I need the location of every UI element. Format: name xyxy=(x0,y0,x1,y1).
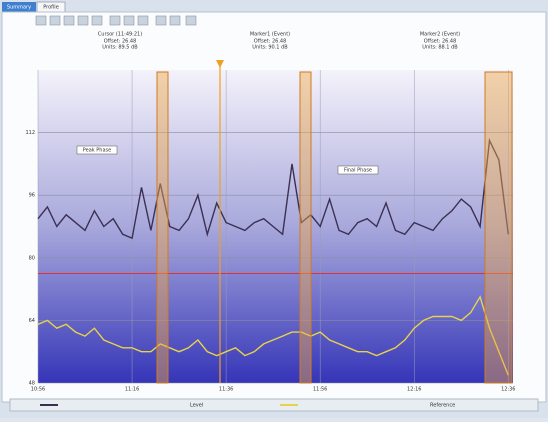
tool-button[interactable] xyxy=(49,15,61,26)
plot-area xyxy=(38,70,513,383)
annotation-box xyxy=(76,145,118,155)
header-line: Units: 90.1 dB xyxy=(252,45,288,51)
tool-button[interactable] xyxy=(77,15,89,26)
plot xyxy=(37,70,513,384)
header-line: Offset: 26.48 xyxy=(424,39,457,45)
series-line xyxy=(37,295,509,376)
x-tick-label: 12:16 xyxy=(407,387,421,393)
x-tick-label: 11:36 xyxy=(219,387,233,393)
tool-button[interactable] xyxy=(109,15,121,26)
tool-button[interactable] xyxy=(185,15,197,26)
annotation: Final Phase xyxy=(344,168,372,174)
toolbar xyxy=(35,15,197,26)
x-tick-label: 12:36 xyxy=(501,387,515,393)
tab-label[interactable]: Summary xyxy=(7,5,31,11)
header-line: Offset: 26.48 xyxy=(104,39,137,45)
header-title: Marker1 (Event) xyxy=(250,32,290,38)
tool-button[interactable] xyxy=(137,15,149,26)
header-line: Units: 89.5 dB xyxy=(102,45,138,51)
cursor-handle[interactable] xyxy=(216,60,224,68)
highlight-band xyxy=(484,71,513,384)
tool-button[interactable] xyxy=(91,15,103,26)
tool-button[interactable] xyxy=(169,15,181,26)
tool-button[interactable] xyxy=(63,15,75,26)
tab[interactable] xyxy=(2,2,36,12)
tool-button[interactable] xyxy=(123,15,135,26)
highlight-bands xyxy=(156,71,513,384)
y-tick-label: 48 xyxy=(29,381,35,387)
x-tick-label: 10:56 xyxy=(31,387,45,393)
tool-button[interactable] xyxy=(35,15,47,26)
header-line: Offset: 26.48 xyxy=(254,39,287,45)
annotation-box xyxy=(337,165,379,175)
annotation: Peak Phase xyxy=(83,148,111,154)
highlight-band xyxy=(156,71,169,384)
tool-button[interactable] xyxy=(155,15,167,26)
y-tick-label: 64 xyxy=(29,318,35,324)
legend-bar xyxy=(9,398,539,412)
header-title: Marker2 (Event) xyxy=(420,32,460,38)
series-line xyxy=(37,137,509,240)
legend-label: Level xyxy=(190,403,203,409)
tab-label[interactable]: Profile xyxy=(43,5,59,11)
highlight-band xyxy=(299,71,312,384)
y-tick-label: 96 xyxy=(29,193,35,199)
y-tick-label: 80 xyxy=(29,255,35,261)
y-tick-label: 112 xyxy=(25,130,35,136)
header-line: Units: 88.1 dB xyxy=(422,45,458,51)
header-title: Cursor (11:49:21) xyxy=(98,32,142,38)
legend-label: Reference xyxy=(430,403,455,409)
x-tick-label: 11:16 xyxy=(125,387,139,393)
x-tick-label: 11:56 xyxy=(313,387,327,393)
